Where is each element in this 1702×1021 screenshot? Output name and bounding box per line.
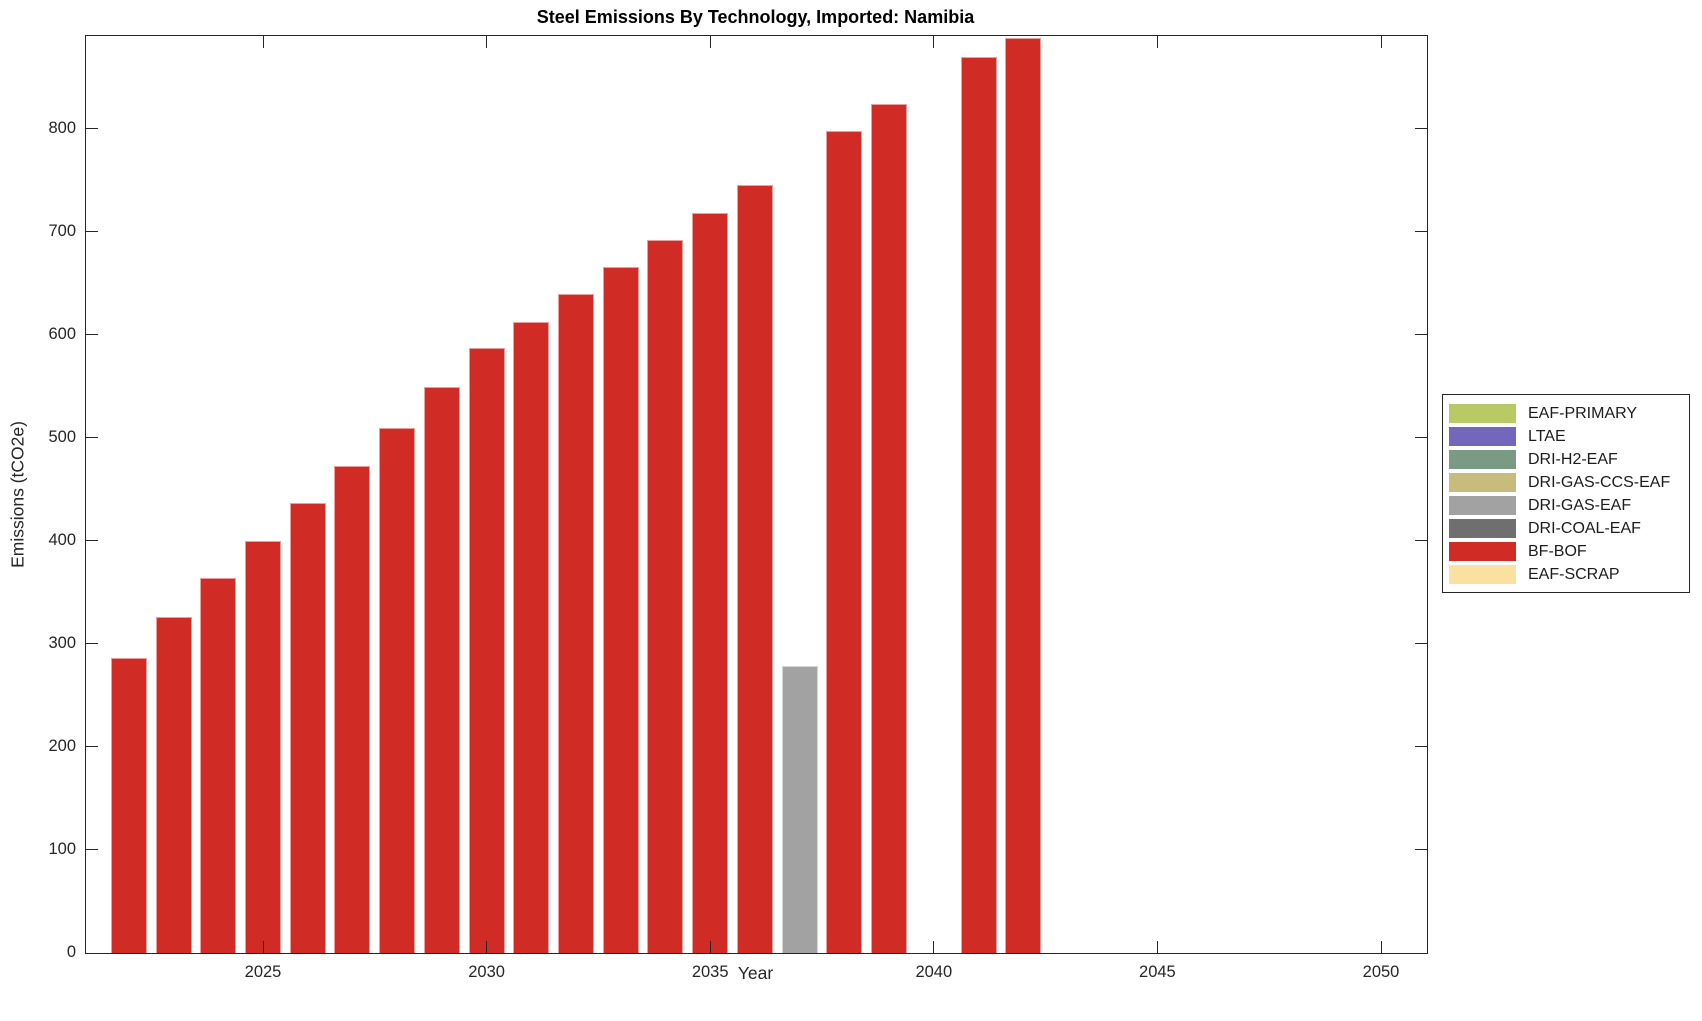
- legend-label: DRI-COAL-EAF: [1528, 519, 1641, 537]
- x-tick-label: 2050: [1362, 963, 1400, 981]
- x-tick-top: [262, 36, 264, 48]
- x-tick: [1156, 941, 1158, 953]
- x-tick: [262, 941, 264, 953]
- y-tick: [86, 849, 98, 851]
- legend-item-dri-gas-ccs-eaf: DRI-GAS-CCS-EAF: [1443, 471, 1689, 494]
- legend-label: BF-BOF: [1528, 542, 1587, 560]
- x-tick-top: [933, 36, 935, 48]
- legend-label: LTAE: [1528, 427, 1566, 445]
- legend-swatch: [1449, 473, 1516, 492]
- y-tick-right: [1415, 540, 1427, 542]
- bar-2029: [423, 387, 460, 953]
- x-tick-label: 2040: [915, 963, 953, 981]
- y-tick: [86, 334, 98, 336]
- y-tick-right: [1415, 952, 1427, 954]
- bar-2034: [647, 240, 684, 953]
- x-tick-label: 2030: [468, 963, 505, 981]
- y-tick-label: 800: [48, 118, 76, 137]
- x-tick-label: 2045: [1139, 963, 1176, 981]
- y-tick-right: [1415, 231, 1427, 233]
- y-tick-right: [1415, 334, 1427, 336]
- legend-swatch: [1449, 404, 1516, 423]
- bar-2028: [379, 428, 416, 953]
- y-tick: [86, 952, 98, 954]
- bar-2027: [334, 466, 371, 953]
- y-tick-label: 200: [48, 736, 76, 755]
- bar-2037: [781, 666, 818, 953]
- legend-label: DRI-H2-EAF: [1528, 450, 1618, 468]
- y-tick-label: 600: [48, 324, 76, 343]
- bar-2023: [155, 617, 192, 953]
- legend-item-dri-coal-eaf: DRI-COAL-EAF: [1443, 517, 1689, 540]
- legend-label: EAF-PRIMARY: [1528, 404, 1638, 422]
- y-tick: [86, 540, 98, 542]
- y-tick: [86, 746, 98, 748]
- chart-title: Steel Emissions By Technology, Imported:…: [536, 7, 975, 27]
- y-tick: [86, 231, 98, 233]
- legend-swatch: [1449, 542, 1516, 561]
- legend-swatch: [1449, 519, 1516, 538]
- y-tick-right: [1415, 643, 1427, 645]
- legend-swatch: [1449, 427, 1516, 446]
- legend-item-eaf-scrap: EAF-SCRAP: [1443, 563, 1689, 586]
- x-tick-top: [1380, 36, 1382, 48]
- legend-item-dri-gas-eaf: DRI-GAS-EAF: [1443, 494, 1689, 517]
- bar-2042: [1005, 38, 1042, 953]
- y-tick: [86, 437, 98, 439]
- x-tick: [933, 941, 935, 953]
- plot-area: 2025 2030 2035 2040 2045 2050 0 100 200 300 400 500…: [48, 35, 1428, 981]
- legend-item-ltae: LTAE: [1443, 425, 1689, 448]
- legend-label: DRI-GAS-EAF: [1528, 496, 1632, 514]
- y-tick-right: [1415, 849, 1427, 851]
- x-tick-label: 2025: [244, 963, 282, 981]
- bar-2033: [602, 267, 639, 953]
- legend-swatch: [1449, 496, 1516, 515]
- y-tick-label: 100: [48, 839, 76, 858]
- bar-2038: [826, 131, 863, 953]
- y-tick-label: 0: [66, 943, 76, 961]
- x-tick: [486, 941, 488, 953]
- legend-label: EAF-SCRAP: [1528, 565, 1620, 583]
- x-axis-label: Year: [737, 963, 774, 983]
- bar-2026: [289, 503, 326, 953]
- bar-2039: [871, 104, 908, 953]
- y-tick: [86, 643, 98, 645]
- y-tick-right: [1415, 746, 1427, 748]
- legend-item-eaf-primary: EAF-PRIMARY: [1443, 402, 1689, 425]
- y-tick-label: 700: [48, 221, 76, 240]
- legend-label: DRI-GAS-CCS-EAF: [1528, 473, 1671, 491]
- bar-2032: [558, 294, 595, 953]
- bar-2035: [692, 213, 729, 953]
- x-tick: [1380, 941, 1382, 953]
- legend-item-bf-bof: BF-BOF: [1443, 540, 1689, 563]
- x-tick: [709, 941, 711, 953]
- bar-2024: [200, 578, 237, 953]
- bar-2022: [110, 658, 147, 953]
- legend-swatch: [1449, 450, 1516, 469]
- legend-swatch: [1449, 565, 1516, 584]
- y-tick-label: 300: [48, 633, 76, 652]
- bar-2031: [513, 322, 550, 953]
- y-tick-label: 400: [48, 530, 76, 549]
- y-tick-label: 500: [48, 427, 76, 446]
- y-tick-right: [1415, 437, 1427, 439]
- bar-2030: [468, 348, 505, 953]
- x-tick-top: [709, 36, 711, 48]
- bar-2036: [736, 185, 773, 953]
- bar-2025: [245, 541, 281, 953]
- legend-item-dri-h2-eaf: DRI-H2-EAF: [1443, 448, 1689, 471]
- bar-2041: [960, 57, 997, 953]
- x-tick-top: [1156, 36, 1158, 48]
- x-tick-top: [486, 36, 488, 48]
- y-tick: [86, 128, 98, 130]
- y-tick-right: [1415, 128, 1427, 130]
- legend: EAF-PRIMARY LTAE DRI-H2-EAF DRI-GAS-CCS-EAF…: [1442, 394, 1690, 593]
- x-tick-label: 2035: [691, 963, 729, 981]
